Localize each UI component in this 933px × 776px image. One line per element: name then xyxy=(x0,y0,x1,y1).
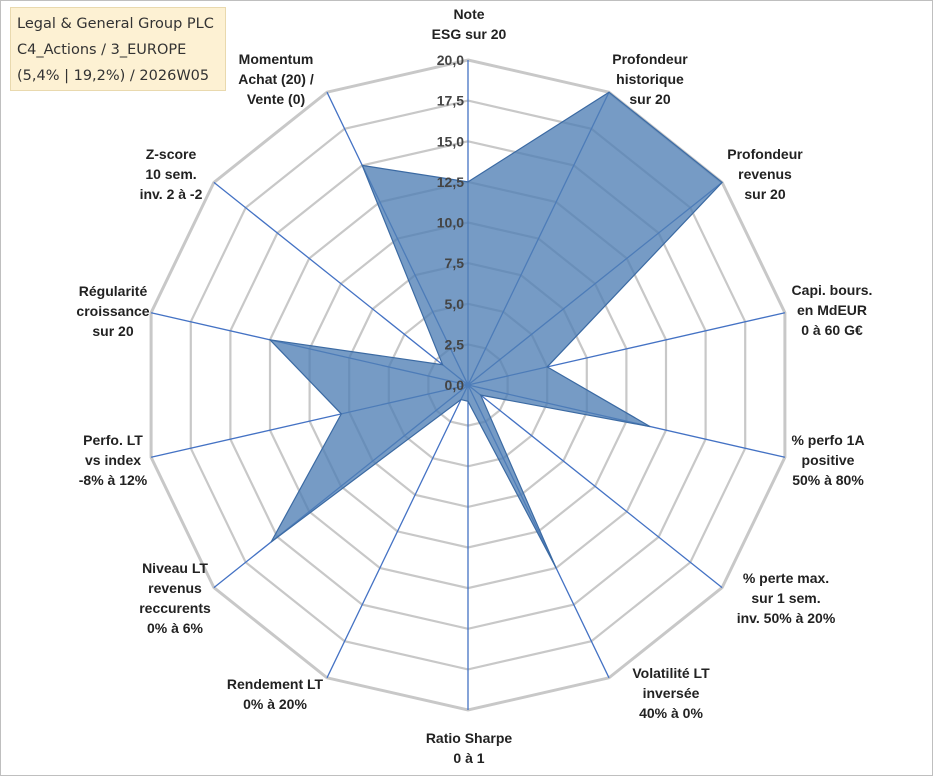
axis-label: en MdEUR xyxy=(797,302,867,318)
axis-label: ESG sur 20 xyxy=(432,26,507,42)
axis-label: -8% à 12% xyxy=(79,472,148,488)
axis-label: Achat (20) / xyxy=(238,71,314,87)
tick-label: 20,0 xyxy=(437,52,464,68)
axis-label: positive xyxy=(802,452,855,468)
company-name: Legal & General Group PLC xyxy=(17,16,214,32)
axis-spoke xyxy=(326,384,469,679)
axis-label: Perfo. LT xyxy=(83,432,143,448)
tick-label: 7,5 xyxy=(445,255,465,271)
axis-label: sur 20 xyxy=(629,91,670,107)
axis-label: Ratio Sharpe xyxy=(426,730,513,746)
axis-label: sur 20 xyxy=(92,323,133,339)
tick-label: 2,5 xyxy=(445,336,465,352)
axis-label: vs index xyxy=(85,452,141,468)
radar-axis-labels: Note ESG sur 20 Profondeur historique sur 20… xyxy=(76,6,872,766)
axis-label: sur 20 xyxy=(744,186,785,202)
axis-label: Rendement LT xyxy=(227,676,324,692)
axis-label: 50% à 80% xyxy=(792,472,864,488)
axis-label: Régularité xyxy=(79,283,148,299)
axis-spoke xyxy=(467,384,723,589)
axis-label: Capi. bours. xyxy=(792,282,873,298)
axis-label: Niveau LT xyxy=(142,560,208,576)
data-point xyxy=(721,181,724,184)
axis-label: % perte max. xyxy=(743,570,829,586)
data-point xyxy=(441,363,444,366)
data-point xyxy=(361,164,364,167)
data-point xyxy=(270,541,273,544)
category-line: C4_Actions / 3_EUROPE xyxy=(17,42,187,58)
tick-label: 0,0 xyxy=(445,377,465,393)
data-point xyxy=(608,91,611,94)
axis-label: Note xyxy=(453,6,484,22)
axis-label: Profondeur xyxy=(727,146,803,162)
axis-label: revenus xyxy=(738,166,792,182)
axis-label: 0 à 60 G€ xyxy=(801,322,863,338)
tick-label: 12,5 xyxy=(437,174,464,190)
axis-label: Profondeur xyxy=(612,51,688,67)
data-point xyxy=(269,338,272,341)
data-point xyxy=(546,365,549,368)
axis-label: % perfo 1A xyxy=(791,432,864,448)
tick-label: 5,0 xyxy=(445,296,465,312)
axis-label: Momentum xyxy=(239,51,314,67)
data-point xyxy=(467,400,470,403)
data-point xyxy=(340,412,343,415)
axis-spoke xyxy=(213,181,469,386)
axis-label: historique xyxy=(616,71,684,87)
tick-label: 15,0 xyxy=(437,133,464,149)
axis-label: Volatilité LT xyxy=(632,665,710,681)
info-box: Legal & General Group PLC C4_Actions / 3… xyxy=(10,7,226,91)
data-point xyxy=(649,425,652,428)
radar-tick-labels: 0,0 2,5 5,0 7,5 10,0 12,5 15,0 17,5 20,0 xyxy=(437,52,464,393)
radar-series xyxy=(268,91,724,570)
axis-label: revenus xyxy=(148,580,202,596)
axis-label: 0 à 1 xyxy=(453,750,484,766)
axis-label: sur 1 sem. xyxy=(751,590,820,606)
series-area xyxy=(268,91,723,569)
axis-label: Vente (0) xyxy=(247,91,305,107)
axis-label: 10 sem. xyxy=(145,166,196,182)
data-point xyxy=(479,394,482,397)
tick-label: 10,0 xyxy=(437,215,464,231)
axis-label: 0% à 6% xyxy=(147,620,204,636)
tick-label: 17,5 xyxy=(437,93,464,109)
data-point xyxy=(467,180,470,183)
axis-label: reccurents xyxy=(139,600,211,616)
axis-label: 40% à 0% xyxy=(639,705,703,721)
data-point xyxy=(459,398,462,401)
axis-label: inversée xyxy=(643,685,700,701)
stats-line: (5,4% | 19,2%) / 2026W05 xyxy=(17,68,210,84)
axis-label: inv. 2 à -2 xyxy=(140,186,203,202)
axis-label: croissance xyxy=(76,303,149,319)
axis-label: Z-score xyxy=(146,146,197,162)
axis-label: 0% à 20% xyxy=(243,696,307,712)
data-point xyxy=(555,567,558,570)
axis-label: inv. 50% à 20% xyxy=(737,610,836,626)
